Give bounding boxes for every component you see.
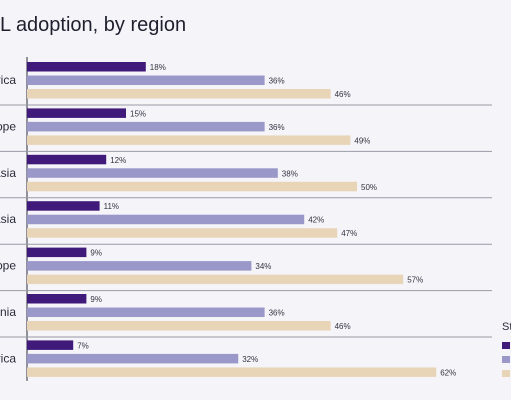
bar bbox=[27, 168, 278, 178]
bar bbox=[27, 367, 437, 377]
bar bbox=[27, 307, 265, 317]
bar bbox=[27, 247, 87, 258]
category-label: nia bbox=[0, 305, 16, 319]
data-label: 36% bbox=[269, 309, 285, 318]
data-label: 49% bbox=[354, 136, 370, 145]
bar bbox=[27, 108, 126, 118]
data-label: 47% bbox=[341, 229, 357, 238]
data-label: 38% bbox=[282, 169, 298, 178]
bar bbox=[27, 121, 265, 132]
bar bbox=[27, 228, 338, 238]
bar bbox=[27, 321, 331, 331]
data-label: 46% bbox=[335, 90, 351, 99]
data-label: 36% bbox=[269, 123, 285, 132]
data-label: 34% bbox=[255, 262, 271, 271]
bar bbox=[27, 154, 107, 165]
bar bbox=[27, 135, 351, 145]
data-label: 12% bbox=[110, 156, 126, 165]
bar bbox=[27, 274, 404, 285]
bar bbox=[27, 181, 357, 192]
category-label: rica bbox=[0, 73, 16, 87]
data-label: 62% bbox=[440, 368, 456, 377]
category-label: Asia bbox=[0, 166, 16, 180]
bar bbox=[27, 89, 331, 99]
chart-title: L adoption, by region bbox=[0, 14, 187, 36]
category-label: ope bbox=[0, 119, 16, 133]
data-label: 15% bbox=[130, 109, 146, 118]
bar bbox=[27, 294, 87, 304]
data-label: 7% bbox=[77, 341, 89, 350]
data-label: 57% bbox=[407, 276, 423, 285]
legend-title: St bbox=[502, 321, 511, 333]
legend-swatch bbox=[502, 342, 510, 349]
bar bbox=[27, 201, 100, 211]
category-label: rica bbox=[0, 351, 16, 365]
data-label: 18% bbox=[150, 63, 166, 72]
bar bbox=[27, 340, 74, 350]
data-label: 32% bbox=[242, 355, 258, 364]
bar bbox=[27, 75, 265, 85]
data-label: 9% bbox=[90, 295, 102, 304]
bar bbox=[27, 62, 146, 72]
data-label: 9% bbox=[90, 249, 102, 258]
data-label: 11% bbox=[104, 202, 119, 211]
data-label: 36% bbox=[269, 77, 285, 86]
category-label: Asia bbox=[0, 212, 16, 226]
bar bbox=[27, 353, 239, 364]
category-label: ope bbox=[0, 259, 16, 273]
legend-swatch bbox=[502, 356, 510, 363]
data-label: 46% bbox=[335, 322, 351, 331]
bar bbox=[27, 261, 252, 271]
data-label: 42% bbox=[308, 216, 324, 225]
bar bbox=[27, 214, 305, 225]
data-label: 50% bbox=[361, 183, 377, 192]
legend-swatch bbox=[502, 370, 510, 377]
